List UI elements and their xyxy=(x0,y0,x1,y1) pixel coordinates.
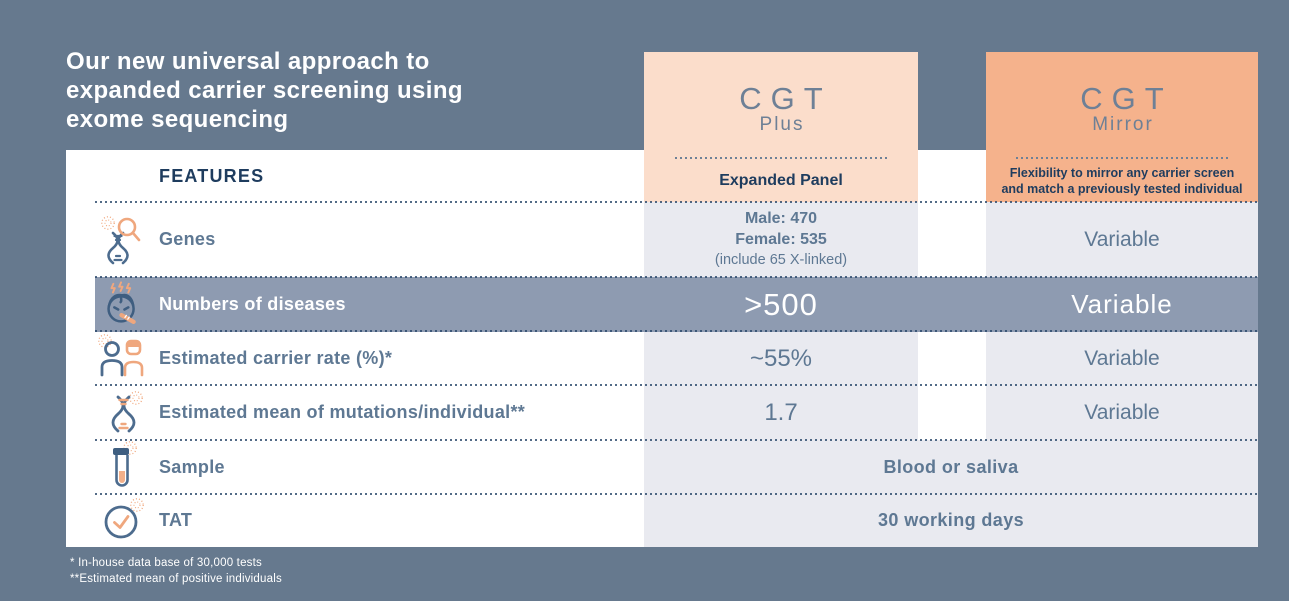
cgt-mirror-brand: CGT Mirror xyxy=(1071,52,1172,157)
clock-icon xyxy=(94,494,152,547)
cell-diseases-mirror: Variable xyxy=(986,277,1258,332)
cgt-mirror-subtitle: Flexibility to mirror any carrier screen… xyxy=(986,159,1258,203)
cgt-mirror-subtitle-line: Flexibility to mirror any carrier screen xyxy=(1009,165,1235,180)
genes-male-value: Male: 470 xyxy=(744,210,818,228)
cell-mutations-plus: 1.7 xyxy=(644,385,918,440)
highlight-row-band xyxy=(95,277,1258,332)
cgt-mirror-brand-name: CGT xyxy=(1080,81,1173,116)
genes-female-value: Female: 535 xyxy=(735,231,827,249)
tat-shared-value: 30 working days xyxy=(877,510,1025,530)
cgt-plus-header: CGT Plus Expanded Panel xyxy=(644,52,918,203)
sample-shared-value: Blood or saliva xyxy=(883,456,1019,477)
row-label-sample: Sample xyxy=(159,456,225,477)
footnotes: * In-house data base of 30,000 tests **E… xyxy=(70,555,282,587)
mutations-plus-value: 1.7 xyxy=(764,398,798,426)
row-label-diseases: Numbers of diseases xyxy=(159,294,346,314)
cgt-mirror-variant: Mirror xyxy=(1092,114,1154,135)
dna-icon xyxy=(94,385,152,440)
cgt-plus-brand: CGT Plus xyxy=(730,52,831,157)
footnote-database: * In-house data base of 30,000 tests xyxy=(70,557,262,569)
row-divider xyxy=(95,493,1258,495)
cgt-plus-subtitle: Expanded Panel xyxy=(719,172,843,189)
row-divider xyxy=(95,201,1258,203)
row-divider xyxy=(95,384,1258,386)
cell-genes-mirror: Variable xyxy=(986,202,1258,277)
cgt-mirror-subtitle-line: and match a previously tested individual xyxy=(1001,182,1243,196)
mutations-mirror-value: Variable xyxy=(1084,400,1160,424)
cgt-plus-variant: Plus xyxy=(759,114,805,135)
dna-magnifier-icon xyxy=(94,202,152,277)
diseases-plus-value: >500 xyxy=(744,286,818,322)
page-title-line: Our new universal approach to xyxy=(66,48,430,75)
page-title-line: expanded carrier screening using xyxy=(66,76,463,104)
page-title-line: exome sequencing xyxy=(66,105,289,133)
cell-diseases-plus: >500 xyxy=(644,277,918,332)
test-tube-icon xyxy=(94,440,152,494)
diseases-mirror-value: Variable xyxy=(1071,289,1173,319)
carrier-couple-icon xyxy=(94,332,152,385)
header-dotted-divider xyxy=(1016,157,1228,159)
cell-carrier-rate-mirror: Variable xyxy=(986,332,1258,385)
page-title: Our new universal approach to expanded c… xyxy=(66,48,626,134)
cgt-plus-brand-name: CGT xyxy=(739,81,832,116)
row-divider xyxy=(95,330,1258,332)
sick-face-icon xyxy=(94,277,152,332)
row-label-carrier-rate: Estimated carrier rate (%)* xyxy=(159,348,393,368)
cell-sample-shared: Blood or saliva xyxy=(644,440,1258,494)
row-label-tat: TAT xyxy=(159,510,193,530)
cell-carrier-rate-plus: ~55% xyxy=(644,332,918,385)
row-label-genes: Genes xyxy=(159,229,216,249)
carrier-rate-plus-value: ~55% xyxy=(749,344,813,372)
features-column-header: FEATURES xyxy=(159,165,265,186)
genes-mirror-value: Variable xyxy=(1084,227,1160,251)
cell-tat-shared: 30 working days xyxy=(644,494,1258,547)
row-divider xyxy=(95,276,1258,278)
cell-mutations-mirror: Variable xyxy=(986,385,1258,440)
cgt-mirror-header: CGT Mirror Flexibility to mirror any car… xyxy=(986,52,1258,203)
row-label-mutations: Estimated mean of mutations/individual** xyxy=(159,402,526,422)
row-divider xyxy=(95,439,1258,441)
footnote-positive-mean: **Estimated mean of positive individuals xyxy=(70,573,282,586)
cell-genes-plus: Male: 470 Female: 535 (include 65 X-link… xyxy=(644,202,918,277)
carrier-rate-mirror-value: Variable xyxy=(1084,346,1160,370)
header-dotted-divider xyxy=(675,157,887,159)
genes-xlinked-note: (include 65 X-linked) xyxy=(714,251,848,268)
